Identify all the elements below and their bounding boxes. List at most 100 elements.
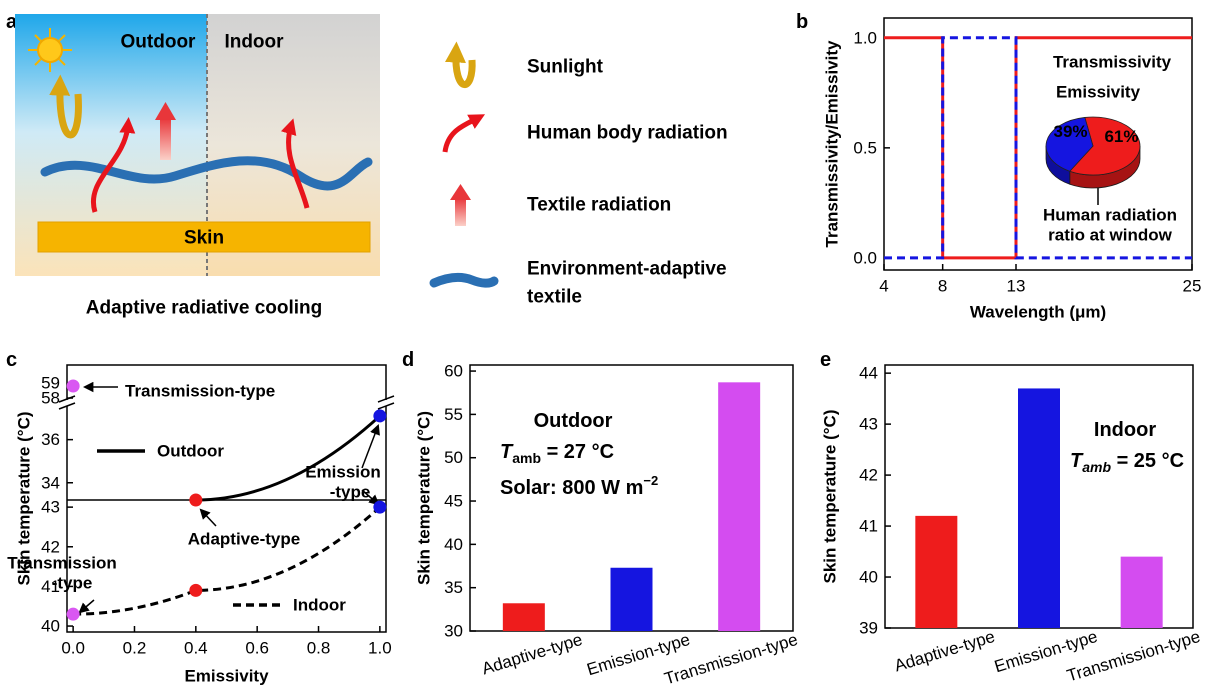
pie-annotation: ratio at window bbox=[1048, 226, 1173, 245]
annotation-part: T bbox=[1070, 450, 1084, 472]
bar bbox=[718, 382, 761, 631]
annotation: Tamb = 25 °C bbox=[1070, 450, 1184, 475]
annotation: -type bbox=[330, 483, 371, 502]
sunlight-arrow bbox=[49, 74, 82, 139]
textile-radiation-arrow bbox=[160, 118, 171, 160]
y-tick-label: 55 bbox=[444, 405, 463, 424]
sun-disc bbox=[37, 37, 63, 63]
panel-label: e bbox=[820, 349, 831, 371]
axis-break-gap bbox=[60, 400, 74, 406]
body-radiation-arrow bbox=[90, 117, 136, 213]
plot-frame bbox=[883, 17, 1193, 271]
line bbox=[884, 36, 1192, 260]
x-tick-label: Adaptive-type bbox=[480, 630, 585, 679]
legend-label: Indoor bbox=[293, 596, 346, 615]
skin-label: Skin bbox=[184, 228, 224, 249]
marker bbox=[373, 500, 387, 514]
y-tick-label: 0.5 bbox=[853, 138, 877, 157]
annotation: Transmission bbox=[7, 554, 117, 573]
y-tick-label: 1.0 bbox=[853, 28, 877, 47]
panel: b 0.0 0.5 1.0 4 8 13 25 Transmissivity/Emissivit… bbox=[796, 11, 1201, 322]
pie-shade bbox=[1046, 146, 1070, 185]
indoor-label: Indoor bbox=[224, 32, 284, 53]
schematic: a Outdoor Indoor Skin Adaptive radiative… bbox=[6, 11, 728, 319]
x-tick-label: 1.0 bbox=[368, 639, 392, 658]
y-tick-label: 30 bbox=[444, 622, 463, 641]
annotation-part: amb bbox=[1082, 459, 1111, 475]
legend-icon bbox=[429, 272, 499, 288]
legend-label: Outdoor bbox=[157, 442, 224, 461]
marker bbox=[189, 583, 203, 597]
annotation-part: = 27 °C bbox=[541, 441, 614, 463]
bar bbox=[502, 603, 545, 631]
y-tick-label: 43 bbox=[41, 498, 60, 517]
plot-frame bbox=[66, 364, 387, 633]
panel-label: b bbox=[796, 11, 808, 33]
x-tick-label: 0.2 bbox=[123, 639, 147, 658]
caption: Adaptive radiative cooling bbox=[86, 298, 323, 319]
line bbox=[195, 414, 381, 502]
y-tick-label: 40 bbox=[859, 568, 878, 587]
axis-break-gap bbox=[379, 400, 393, 406]
legend-text: Sunlight bbox=[527, 57, 604, 78]
skin bbox=[37, 221, 371, 253]
y-tick-label: 40 bbox=[41, 617, 60, 636]
y-tick-label: 43 bbox=[859, 415, 878, 434]
y-tick-label: 41 bbox=[41, 577, 60, 596]
y-tick-label: 0.0 bbox=[853, 248, 877, 267]
annotation-arrow bbox=[361, 489, 380, 506]
y-axis-title: Skin temperature (°C) bbox=[415, 411, 434, 585]
pie-slice bbox=[1069, 116, 1141, 176]
annotation: Solar: 800 W m−2 bbox=[500, 473, 658, 500]
x-tick-label: 0.8 bbox=[307, 639, 331, 658]
bar bbox=[1018, 388, 1060, 628]
y-tick-label: 58 bbox=[41, 389, 60, 408]
axis-break bbox=[377, 395, 395, 403]
sun bbox=[28, 28, 72, 72]
bar bbox=[610, 567, 653, 631]
y-axis-title: Skin temperature (°C) bbox=[15, 411, 34, 585]
y-tick-label: 41 bbox=[859, 517, 878, 536]
y-tick-label: 45 bbox=[444, 492, 463, 511]
x-tick-label: 25 bbox=[1183, 277, 1202, 296]
body-radiation-arrow bbox=[280, 118, 310, 209]
x-axis-title: Wavelength (μm) bbox=[970, 303, 1106, 322]
y-tick-label: 59 bbox=[41, 374, 60, 393]
legend-icon bbox=[450, 184, 471, 200]
legend-icon bbox=[455, 198, 466, 226]
y-tick-label: 39 bbox=[859, 619, 878, 638]
y-tick-label: 34 bbox=[41, 473, 60, 492]
x-tick-label: 4 bbox=[879, 277, 888, 296]
annotation-arrow bbox=[361, 424, 380, 469]
panel-label: c bbox=[6, 349, 17, 371]
annotation: Adaptive-type bbox=[188, 530, 300, 549]
legend-text: Human body radiation bbox=[527, 123, 728, 144]
y-tick-label: 50 bbox=[444, 448, 463, 467]
y-tick-label: 36 bbox=[41, 430, 60, 449]
legend-text: Environment-adaptive bbox=[527, 259, 727, 280]
y-tick-label: 42 bbox=[41, 537, 60, 556]
y-tick-label: 40 bbox=[444, 535, 463, 554]
annotation-part: −2 bbox=[643, 473, 658, 488]
annotation-part: = 25 °C bbox=[1111, 450, 1184, 472]
axis-break bbox=[58, 402, 76, 410]
panel: d 30 35 40 45 50 55 60 Skin temperature (°C) Adap… bbox=[402, 349, 800, 689]
x-tick-label: 0.6 bbox=[245, 639, 269, 658]
y-tick-label: 35 bbox=[444, 578, 463, 597]
panel: e 39 40 41 42 43 44 Skin temperature (°C) Adapti… bbox=[820, 349, 1202, 686]
bar bbox=[915, 515, 958, 628]
line bbox=[884, 36, 1192, 260]
annotation-arrow bbox=[78, 599, 95, 614]
annotation-part: amb bbox=[512, 450, 541, 466]
marker bbox=[373, 409, 387, 423]
bar bbox=[1120, 556, 1163, 628]
annotation: -type bbox=[52, 574, 93, 593]
axis-break bbox=[377, 402, 395, 410]
marker bbox=[66, 379, 80, 393]
axis-break bbox=[58, 395, 76, 403]
x-tick-label: Adaptive-type bbox=[892, 627, 997, 676]
annotation-part: T bbox=[500, 441, 514, 463]
x-tick-label: 13 bbox=[1007, 277, 1026, 296]
